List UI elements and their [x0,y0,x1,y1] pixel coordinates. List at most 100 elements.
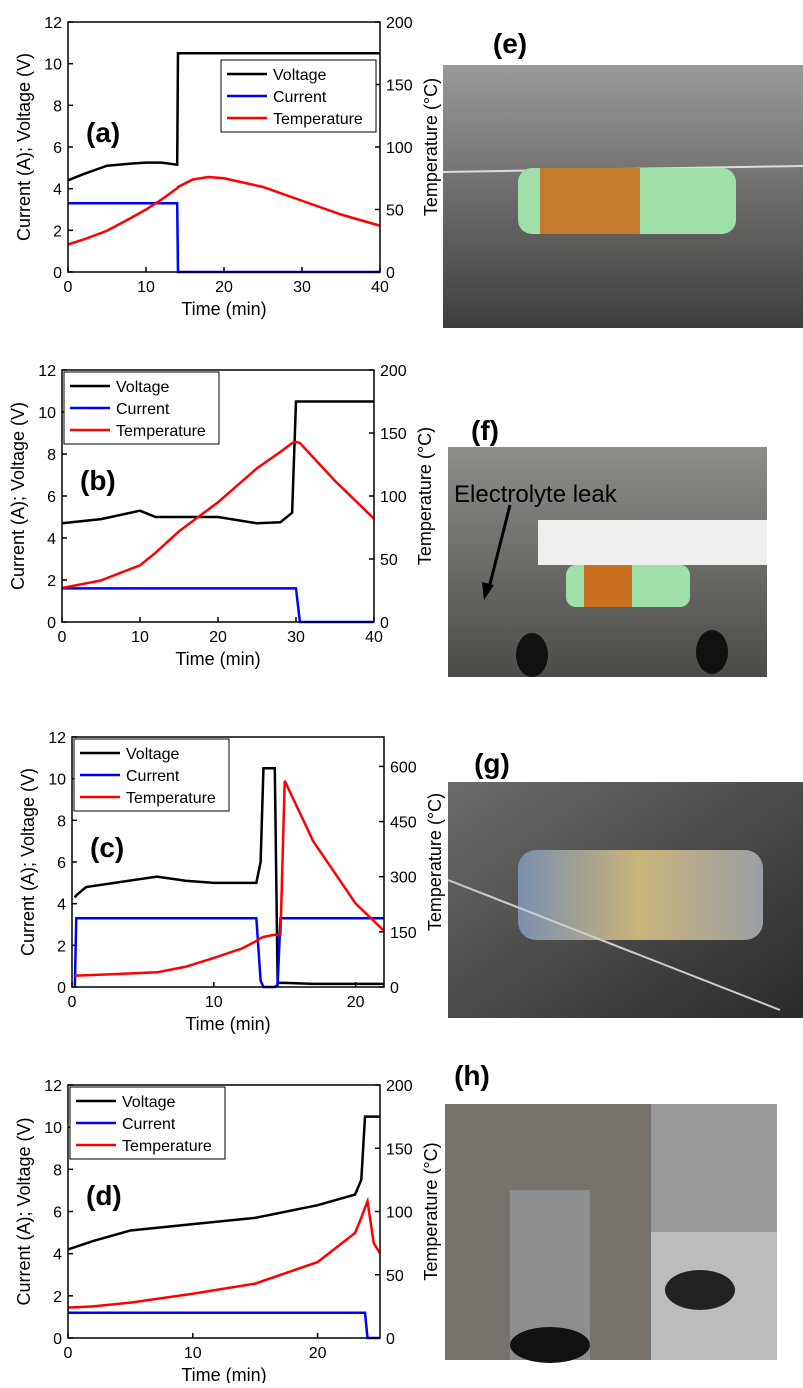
panel-label: (c) [90,832,124,863]
x-tick-label: 20 [347,994,365,1011]
y2-tick-label: 0 [390,980,399,997]
plot-frame [67,21,381,273]
cell [518,850,763,940]
y-tick-label: 2 [53,223,62,240]
legend-label: Current [126,768,180,785]
x-tick-label: 40 [365,629,383,646]
legend-label: Voltage [116,379,169,396]
y-tick-label: 8 [53,1162,62,1179]
x-tick-label: 10 [205,994,223,1011]
panel-label: (b) [80,465,116,496]
photo-label: (h) [454,1060,490,1091]
legend-label: Temperature [126,790,216,807]
legend-label: Temperature [122,1138,212,1155]
x-tick-label: 0 [64,279,73,296]
y-tick-label: 8 [53,98,62,115]
x-tick-label: 30 [287,629,305,646]
y-tick-label: 0 [47,615,56,632]
x-tick-label: 0 [64,1345,73,1362]
arrow-head [482,582,494,600]
x-tick-label: 30 [293,279,311,296]
series-line [62,587,374,624]
arrow [486,504,512,593]
x-tick-label: 10 [131,629,149,646]
y-tick-label: 8 [47,447,56,464]
x-tick-label: 40 [371,279,389,296]
photo-g: (g) [447,748,803,1018]
x-tick-label: 10 [137,279,155,296]
y2-axis-label: Temperature (°C) [421,78,441,216]
photo-f: (f) Electrolyte leak [448,415,767,677]
y-tick-label: 10 [38,405,56,422]
y-tick-label: 12 [38,363,56,380]
chart: 0 2 4 6 8 10 12 0 50 100 150 200 0 10 20 30 40 Time (min)… [14,15,441,319]
y2-tick-label: 150 [390,925,417,942]
photo-h: (h) [445,1060,777,1363]
y2-tick-label: 0 [380,615,389,632]
cell-end [510,1327,590,1363]
y2-tick-label: 150 [386,78,413,95]
y2-tick-label: 0 [386,265,395,282]
x-tick-label: 20 [309,1345,327,1362]
y2-axis-label: Temperature (°C) [421,1142,441,1280]
legend-label: Voltage [273,67,326,84]
y-tick-label: 6 [53,1205,62,1222]
y2-tick-label: 50 [380,552,398,569]
y2-tick-label: 450 [390,815,417,832]
series-line [61,400,374,525]
y-axis-label: Current (A); Voltage (V) [18,768,38,956]
x-axis-label: Time (min) [181,1365,266,1383]
legend-label: Voltage [122,1094,175,1111]
y2-tick-label: 50 [386,203,404,220]
y-axis-label: Current (A); Voltage (V) [14,53,34,241]
photo-bg [651,1104,777,1232]
y2-tick-label: 100 [386,140,413,157]
y-tick-label: 12 [44,1078,62,1095]
y-tick-label: 4 [53,182,62,199]
y-tick-label: 6 [57,855,66,872]
series-line [73,767,384,986]
panel-label: (a) [86,117,120,148]
debris [665,1270,735,1310]
y2-tick-label: 150 [380,426,407,443]
y-tick-label: 2 [57,938,66,955]
series-line [68,202,380,274]
y-tick-label: 0 [53,1331,62,1348]
series-line [67,52,380,182]
chart: 0 2 4 6 8 10 12 0 50 100 150 200 0 10 20 30 40 Time (min)… [8,363,435,669]
plot-frame [71,736,385,988]
x-axis-label: Time (min) [175,649,260,669]
y2-tick-label: 200 [386,1078,413,1095]
series-line [67,1196,382,1309]
y2-tick-label: 200 [386,15,413,32]
tape [540,168,640,234]
y-tick-label: 10 [44,1120,62,1137]
y2-tick-label: 50 [386,1268,404,1285]
y-tick-label: 10 [44,57,62,74]
legend-label: Current [116,401,170,418]
x-tick-label: 20 [209,629,227,646]
x-tick-label: 20 [215,279,233,296]
x-tick-label: 0 [68,994,77,1011]
x-tick-label: 10 [184,1345,202,1362]
panel-label: (d) [86,1180,122,1211]
clip [516,633,548,677]
plot-frame [67,1084,381,1339]
y-axis-label: Current (A); Voltage (V) [8,402,28,590]
y-tick-label: 12 [48,730,66,747]
photo-label: (g) [474,748,510,779]
y-axis-label: Current (A); Voltage (V) [14,1117,34,1305]
legend-label: Current [273,89,327,106]
y2-tick-label: 100 [386,1205,413,1222]
series-line [61,440,375,590]
series-line [68,1311,380,1340]
y-tick-label: 0 [57,980,66,997]
series-line [73,917,384,989]
y2-tick-label: 300 [390,870,417,887]
x-tick-label: 0 [58,629,67,646]
y-tick-label: 4 [53,1247,62,1264]
clip [696,630,728,674]
photo-e: (e) [442,28,803,328]
y2-tick-label: 600 [390,759,417,776]
